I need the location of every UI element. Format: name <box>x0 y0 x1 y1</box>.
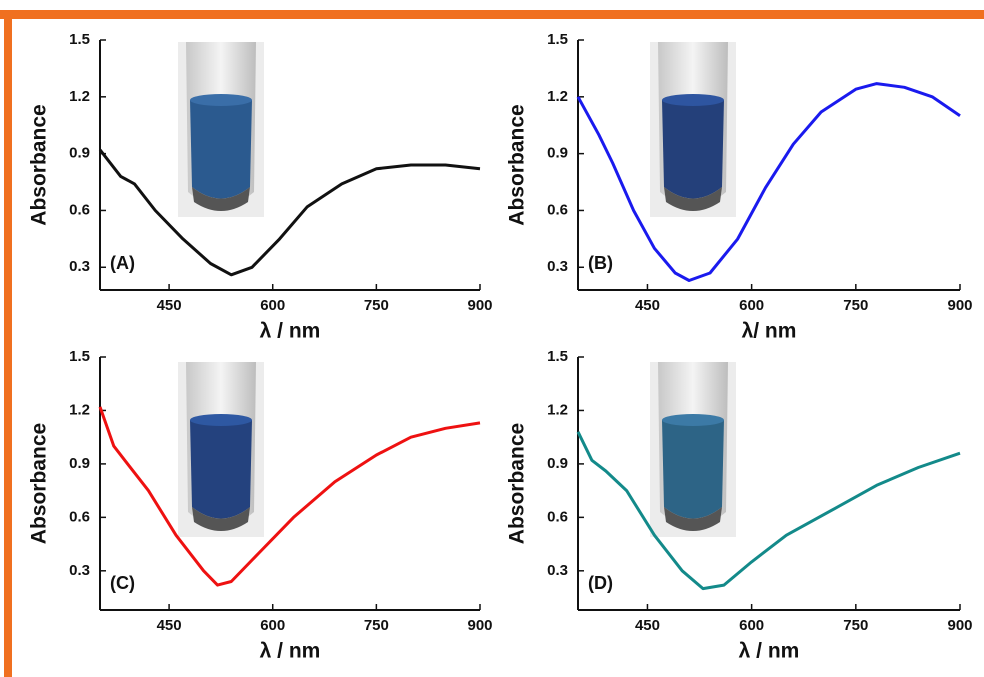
x-tick-label: 450 <box>635 617 660 634</box>
y-tick-label: 0.3 <box>547 258 568 275</box>
x-tick-label: 600 <box>260 617 285 634</box>
x-tick-label: 450 <box>157 297 182 314</box>
panel-label: (B) <box>588 253 613 273</box>
frame-top <box>0 10 984 19</box>
x-tick-label: 750 <box>843 297 868 314</box>
x-tick-label: 750 <box>843 617 868 634</box>
cuvette-photo <box>178 42 264 217</box>
data-line <box>98 406 481 587</box>
cuvette-photo <box>650 42 736 217</box>
y-tick-label: 0.3 <box>547 562 568 579</box>
y-axis-label: Absorbance <box>506 104 529 225</box>
data-line <box>576 82 961 282</box>
y-axis-label: Absorbance <box>28 104 51 225</box>
y-tick-label: 1.5 <box>69 31 90 48</box>
y-tick-label: 0.3 <box>69 258 90 275</box>
x-tick-label: 450 <box>635 297 660 314</box>
panel-label: (C) <box>110 573 135 593</box>
x-tick-label: 750 <box>364 617 389 634</box>
data-line <box>98 148 481 277</box>
x-tick-label: 450 <box>157 617 182 634</box>
x-tick-label: 600 <box>739 297 764 314</box>
y-tick-label: 0.9 <box>69 455 90 472</box>
x-tick-label: 600 <box>739 617 764 634</box>
y-tick-label: 0.9 <box>547 455 568 472</box>
y-tick-label: 0.9 <box>547 145 568 162</box>
y-tick-label: 1.2 <box>69 401 90 418</box>
x-axis-label: λ / nm <box>739 640 800 663</box>
x-tick-label: 900 <box>947 617 972 634</box>
data-line <box>576 431 961 591</box>
y-tick-label: 1.2 <box>69 88 90 105</box>
y-tick-label: 1.2 <box>547 88 568 105</box>
panel-label: (D) <box>588 573 613 593</box>
y-tick-label: 0.6 <box>547 201 568 218</box>
y-tick-label: 1.5 <box>547 31 568 48</box>
y-tick-label: 0.6 <box>547 508 568 525</box>
x-tick-label: 900 <box>467 617 492 634</box>
x-tick-label: 900 <box>467 297 492 314</box>
y-tick-label: 1.2 <box>547 401 568 418</box>
frame-left <box>4 10 12 677</box>
y-tick-label: 0.9 <box>69 145 90 162</box>
x-tick-label: 750 <box>364 297 389 314</box>
panel-label: (A) <box>110 253 135 273</box>
y-tick-label: 0.6 <box>69 201 90 218</box>
y-tick-label: 1.5 <box>547 348 568 365</box>
y-tick-label: 1.5 <box>69 348 90 365</box>
x-axis-label: λ/ nm <box>742 320 797 343</box>
cuvette-photo <box>178 362 264 537</box>
y-axis-label: Absorbance <box>28 423 51 544</box>
x-tick-label: 900 <box>947 297 972 314</box>
x-axis-label: λ / nm <box>260 640 321 663</box>
y-tick-label: 0.3 <box>69 562 90 579</box>
x-tick-label: 600 <box>260 297 285 314</box>
y-tick-label: 0.6 <box>69 508 90 525</box>
cuvette-photo <box>650 362 736 537</box>
x-axis-label: λ / nm <box>260 320 321 343</box>
y-axis-label: Absorbance <box>506 423 529 544</box>
